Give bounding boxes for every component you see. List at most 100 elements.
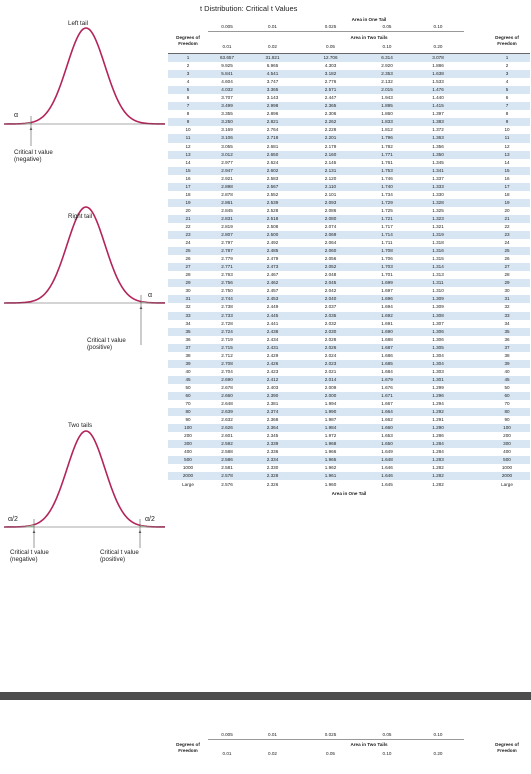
critical-value-cell: 1.714: [381, 232, 393, 238]
critical-value-cell: 1.306: [432, 328, 444, 334]
critical-value-cell: 3.143: [266, 95, 279, 101]
critical-value-cell: 2.374: [266, 409, 279, 415]
df-cell: 70: [185, 401, 191, 407]
critical-value-cell: 4.032: [221, 87, 233, 93]
critical-value-cell: 2.750: [221, 288, 233, 294]
critical-value-cell: 2.060: [324, 248, 337, 254]
next-header-divider: [208, 739, 464, 740]
critical-value-cell: 1.303: [432, 368, 444, 374]
df-cell: 80: [185, 409, 191, 415]
critical-value-cell: 2.021: [324, 368, 337, 374]
df-cell: 19: [185, 199, 191, 205]
critical-value-cell: 1.812: [381, 127, 393, 133]
critical-value-cell: 2.592: [221, 441, 233, 447]
table-row: 12 3.055 2.681 2.179 1.782 1.356 12: [168, 143, 530, 151]
critical-value-cell: 2.704: [221, 368, 233, 374]
df-cell: 37: [185, 344, 191, 350]
df-cell: 100: [184, 425, 192, 431]
critical-value-cell: 2.728: [221, 320, 233, 326]
next-one-tail-value-0: 0.005: [221, 732, 233, 737]
critical-value-cell: 63.657: [219, 55, 235, 61]
critical-value-cell: 2.998: [266, 103, 279, 109]
critical-value-cell: 2.179: [324, 143, 337, 149]
next-two-tail-value-1: 0.02: [268, 751, 277, 756]
critical-value-cell: 2.353: [381, 71, 393, 77]
critical-value-cell: 2.032: [324, 320, 337, 326]
critical-value-cell: 2.819: [221, 224, 233, 229]
next-page-header: 0.005 0.01 0.025 0.05 0.10 Degrees of Fr…: [168, 730, 530, 768]
critical-value-cell: 1.711: [381, 240, 393, 246]
critical-value-cell: 2.028: [324, 336, 337, 342]
critical-value-cell: 1.761: [381, 159, 393, 165]
critical-value-cell: 1.653: [381, 433, 393, 439]
critical-value-cell: 1.962: [324, 465, 337, 471]
critical-value-cell: 1.676: [381, 384, 393, 390]
critical-value-cell: 1.397: [432, 111, 444, 117]
df-cell-right: 100: [503, 425, 511, 431]
df-cell-right: 40: [504, 368, 510, 374]
critical-value-cell: 1.307: [432, 320, 444, 326]
df-cell-right: 4: [505, 79, 509, 85]
table-row: Large 2.576 2.326 1.960 1.645 1.282 Large: [168, 480, 530, 488]
critical-value-cell: 1.691: [381, 320, 393, 326]
critical-value-cell: 4.604: [221, 79, 233, 85]
two-tails-right-cv-label-line1: Critical t value: [100, 549, 139, 556]
critical-value-cell: 2.650: [266, 151, 279, 157]
critical-value-cell: 3.250: [221, 119, 233, 125]
critical-value-cell: 1.679: [381, 376, 393, 382]
df-cell-right: 16: [504, 175, 510, 181]
critical-value-cell: 1.319: [432, 232, 444, 238]
two-tails-left-arrow-icon: [32, 530, 36, 533]
one-tail-value-0: 0.005: [221, 24, 233, 29]
df-cell: 20: [185, 207, 191, 213]
left-tail-alpha-label: α: [14, 112, 19, 119]
df-cell-right: 400: [503, 449, 511, 455]
right-tail-alpha-label: α: [148, 292, 153, 299]
critical-value-cell: 2.040: [324, 296, 337, 302]
df-cell: 31: [185, 296, 191, 302]
critical-value-cell: 1.660: [381, 425, 393, 431]
critical-value-cell: 2.441: [266, 320, 279, 326]
df-cell-right: 34: [504, 320, 510, 326]
df-cell-right: 90: [504, 417, 510, 423]
table-row: 32 2.738 2.449 2.037 1.694 1.309 32: [168, 303, 530, 311]
critical-value-cell: 2.733: [221, 312, 233, 318]
critical-value-cell: 1.966: [324, 449, 337, 455]
critical-value-cell: 1.961: [324, 473, 337, 479]
critical-value-cell: 1.895: [381, 103, 393, 109]
table-row: 7 3.499 2.998 2.365 1.895 1.415 7: [168, 102, 530, 111]
table-row: 33 2.733 2.445 2.035 1.692 1.308 33: [168, 311, 530, 320]
critical-value-cell: 1.694: [381, 304, 393, 310]
critical-value-cell: 3.707: [221, 95, 233, 101]
df-cell-right: 500: [503, 457, 511, 463]
df-cell: 39: [185, 360, 191, 366]
df-cell: 27: [185, 264, 191, 270]
critical-value-cell: 4.541: [266, 71, 279, 77]
critical-value-cell: 2.479: [266, 256, 279, 262]
left-tail-cv-label-line2: (negative): [14, 156, 42, 163]
critical-value-cell: 1.725: [381, 207, 393, 213]
critical-value-cell: 1.333: [432, 183, 444, 189]
table-row: 22 2.819 2.508 2.074 1.717 1.321 22: [168, 223, 530, 231]
critical-value-cell: 2.336: [266, 449, 279, 455]
df-cell: 45: [185, 376, 191, 382]
df-cell: 14: [185, 159, 191, 165]
table-row: 50 2.678 2.403 2.009 1.676 1.299 50: [168, 384, 530, 392]
df-cell: 3: [186, 71, 190, 77]
df-cell-right: 37: [504, 344, 510, 350]
critical-value-cell: 3.182: [324, 71, 337, 77]
right-tail-title: Right tail: [68, 213, 93, 220]
critical-value-cell: 2.086: [324, 207, 337, 213]
critical-value-cell: 1.987: [324, 417, 337, 423]
critical-value-cell: 2.738: [221, 304, 233, 310]
table-row: 19 2.861 2.539 2.093 1.729 1.328 19: [168, 198, 530, 207]
table-row: 35 2.724 2.438 2.030 1.690 1.306 35: [168, 327, 530, 336]
df-cell-right: 7: [505, 103, 509, 109]
critical-value-cell: 3.499: [221, 103, 233, 109]
critical-value-cell: 2.500: [266, 232, 279, 238]
next-page-table-header: 0.005 0.01 0.025 0.05 0.10 Degrees of Fr…: [168, 730, 530, 770]
critical-value-cell: 2.508: [266, 224, 279, 229]
df-cell: 22: [185, 224, 191, 229]
critical-value-cell: 12.706: [323, 55, 338, 61]
df-cell: 40: [185, 368, 191, 374]
